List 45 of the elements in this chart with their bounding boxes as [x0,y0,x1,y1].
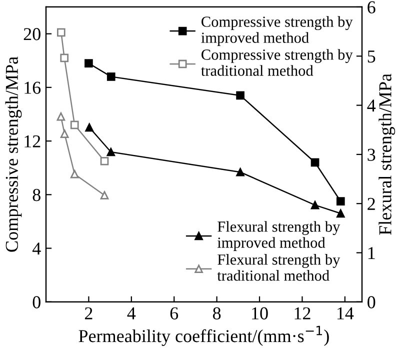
y-tick-label: 16 [24,82,41,94]
x-axis-title: Permeability coefficient/(mm·s$^{−1}$) [78,326,329,346]
point [100,156,109,166]
point [70,170,79,178]
y2-axis-title: Flexural strength/MPa [378,74,396,235]
x-tick-label: 12 [294,307,310,320]
legend-label: Flexural strength by improved method [217,221,340,251]
y2-tick-label: 4 [367,100,376,112]
point [60,130,69,138]
legend-label: Compressive strength by improved method [201,16,353,46]
y2-tick-label: 6 [368,1,376,14]
y-tick-label: 12 [24,135,40,148]
y-tick-label: 4 [32,242,41,255]
point [236,168,244,176]
point [336,197,345,206]
x-tick-label: 14 [337,307,354,320]
point [106,148,116,156]
legend-label: Compressive strength by traditional method [201,49,353,76]
y2-tick-label: 5 [368,50,376,63]
point [100,191,109,200]
y-tick-label: 20 [24,28,40,40]
point [310,158,320,167]
point [236,91,244,100]
point [56,28,66,37]
y-tick-label: 8 [32,188,40,202]
point [85,123,94,132]
legend-label: Flexural strength by traditional method [217,254,340,281]
y2-tick-label: 1 [368,247,375,259]
x-tick-label: 4 [127,307,136,320]
point [56,112,66,121]
x-tick-label: 6 [170,307,178,320]
point [336,209,345,218]
point [84,59,93,68]
y2-tick-label: 3 [368,148,376,161]
point [70,120,79,130]
y2-tick-label: 0 [368,296,376,308]
y-axis-title: Compressive strength/MPa [5,56,22,252]
y-tick-label: 0 [32,296,40,308]
point [310,200,320,210]
x-tick-label: 10 [252,307,268,320]
x-tick-label: 2 [84,307,92,320]
x-tick-label: 8 [212,307,221,320]
point [106,72,116,81]
y2-tick-label: 2 [368,198,375,210]
point [60,54,69,62]
